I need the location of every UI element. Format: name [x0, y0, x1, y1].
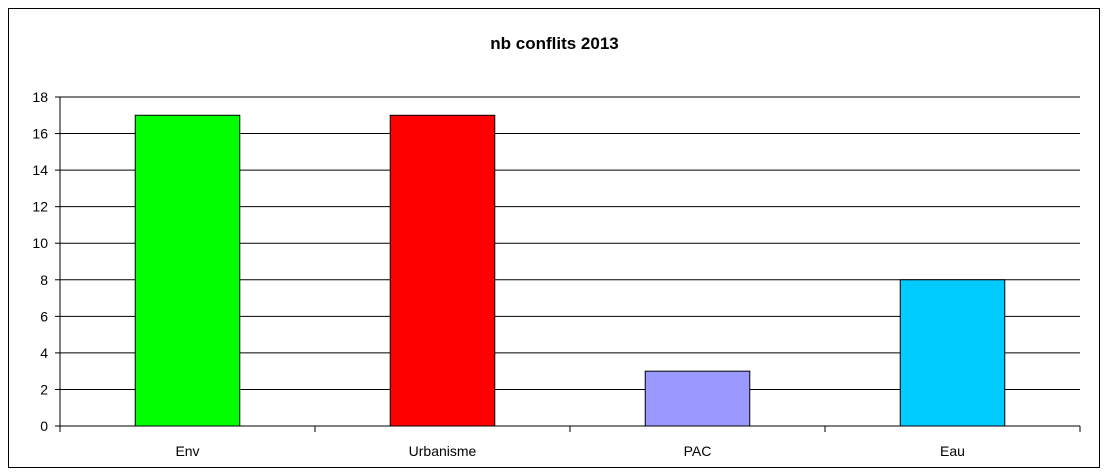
axes [55, 96, 1081, 432]
bar-pac [644, 370, 751, 427]
y-tick-label: 6 [40, 308, 48, 324]
y-tick-label: 0 [40, 418, 48, 434]
bar-env [134, 114, 241, 427]
x-tick-label: PAC [684, 443, 712, 459]
x-tick-label: Eau [940, 443, 965, 459]
y-tick-label: 10 [32, 235, 48, 251]
x-tick-label: Env [175, 443, 199, 459]
y-tick-label: 4 [40, 345, 48, 361]
bar-eau [899, 279, 1006, 427]
bar-urbanisme [389, 114, 496, 427]
y-tick-label: 12 [32, 199, 48, 215]
bars [134, 114, 1006, 427]
y-tick-label: 2 [40, 381, 48, 397]
tick-labels: 0 2 4 6 8 10 12 14 16 18 Env Urbanisme PAC Eau [32, 89, 965, 459]
y-tick-label: 16 [32, 126, 48, 142]
chart-title: nb conflits 2013 [490, 34, 619, 53]
y-tick-label: 18 [32, 89, 48, 105]
x-tick-label: Urbanisme [409, 443, 477, 459]
y-tick-label: 8 [40, 272, 48, 288]
y-tick-label: 14 [32, 162, 48, 178]
